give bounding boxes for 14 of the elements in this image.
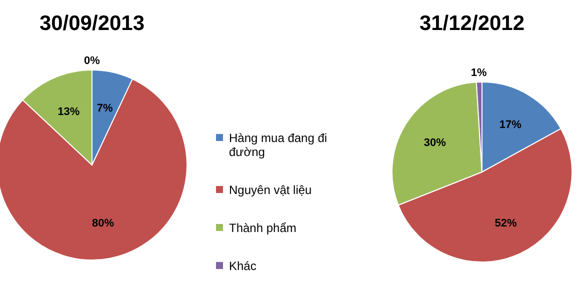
- text: 0%: [84, 54, 100, 67]
- data-label: 1%: [470, 66, 488, 79]
- legend-label: Nguyên vật liệu: [229, 183, 312, 197]
- legend-label: Hàng mua đang đi đường: [229, 131, 328, 159]
- data-label: 80%: [92, 218, 114, 230]
- data-label: 13%: [58, 106, 80, 118]
- legend-label: Khác: [229, 259, 256, 273]
- data-label: 7%: [96, 102, 114, 114]
- chart-title: 30/09/2013: [39, 12, 145, 35]
- data-label: 52%: [494, 217, 517, 230]
- data-label: 17%: [499, 118, 522, 131]
- legend-label: Thành phẩm: [229, 221, 296, 235]
- data-label: 30%: [424, 136, 446, 149]
- chart-title: 31/12/2012: [419, 12, 525, 35]
